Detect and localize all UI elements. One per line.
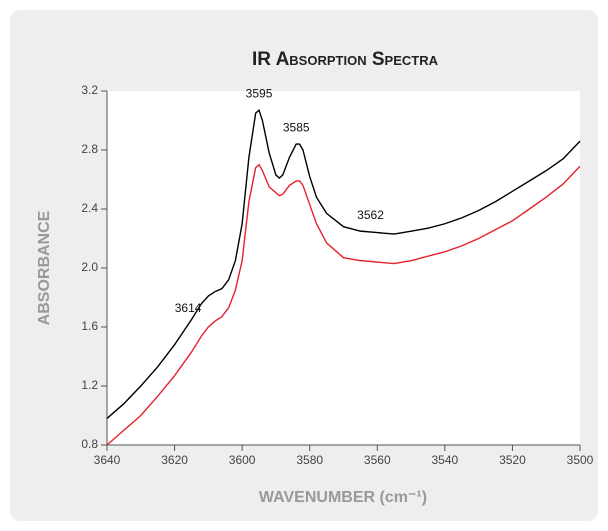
x-tick-label: 3500	[567, 453, 594, 467]
y-tick-label: 2.8	[81, 142, 98, 156]
series-line	[106, 108, 581, 419]
x-axis-label: WAVENUMBER (cm⁻¹)	[259, 489, 427, 506]
annotation: 3614	[175, 301, 202, 315]
annotation: 3562	[357, 208, 384, 222]
x-tick-label: 3640	[94, 453, 121, 467]
plot-area	[107, 91, 580, 445]
y-tick-label: 2.0	[81, 260, 98, 274]
x-tick-label: 3620	[161, 453, 188, 467]
y-tick-label: 0.8	[81, 437, 98, 451]
y-tick-label: 2.4	[81, 201, 98, 215]
x-tick-label: 3580	[296, 453, 323, 467]
y-tick-label: 3.2	[81, 83, 98, 97]
annotation: 3585	[283, 120, 310, 134]
chart-title: IR Absorption Spectra	[252, 49, 439, 70]
x-tick-label: 3520	[499, 453, 526, 467]
y-axis-label: ABSORBANCE	[36, 210, 53, 325]
x-tick-label: 3600	[229, 453, 256, 467]
series-line	[106, 163, 581, 446]
y-tick-label: 1.2	[81, 378, 98, 392]
y-tick-label: 1.6	[81, 319, 98, 333]
annotation: 3595	[246, 86, 273, 100]
x-tick-label: 3540	[432, 453, 459, 467]
x-tick-label: 3560	[364, 453, 391, 467]
